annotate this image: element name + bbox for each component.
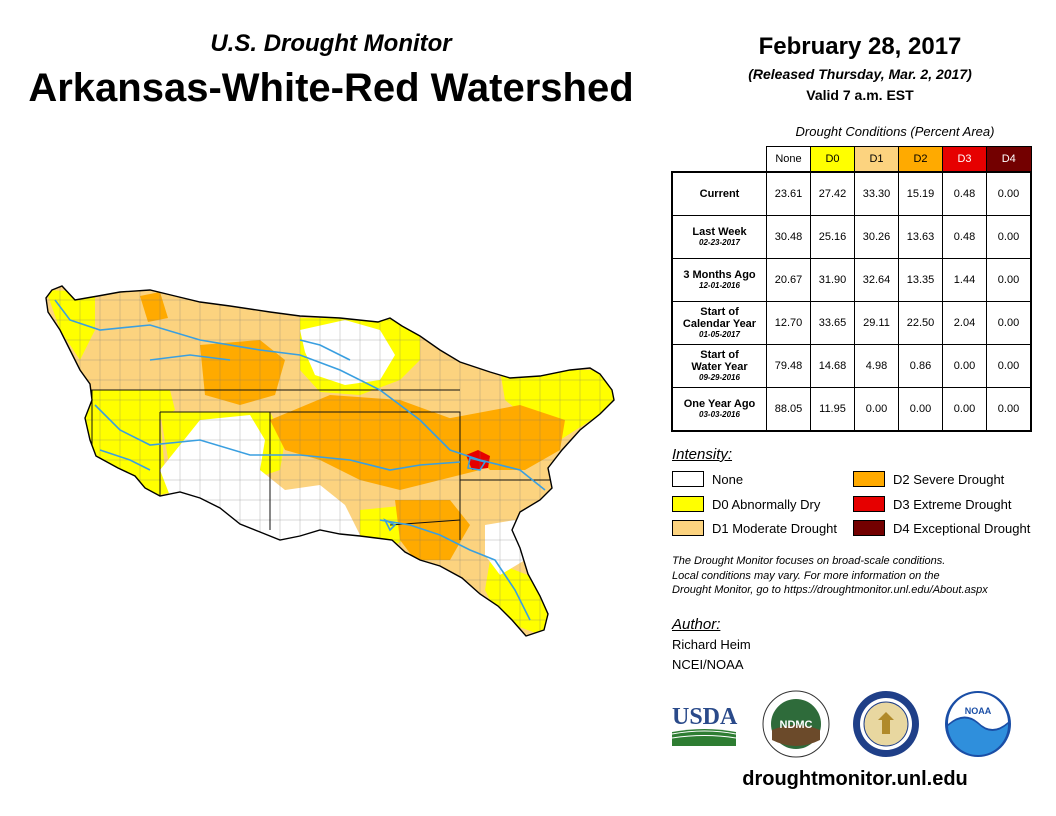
- website-url[interactable]: droughtmonitor.unl.edu: [742, 768, 968, 790]
- valid-time: Valid 7 a.m. EST: [806, 87, 914, 103]
- cell-d1: 0.00: [854, 387, 899, 432]
- legend-item-d1: D1 Moderate Drought: [672, 520, 837, 536]
- legend-swatch: [672, 471, 704, 487]
- col-d0: D0: [810, 146, 855, 173]
- legend-swatch: [853, 471, 885, 487]
- drought-conditions-table: None D0 D1 D2 D3 D4 Current 23.61 27.42 …: [671, 146, 1032, 432]
- d0-area-east: [500, 370, 614, 440]
- usda-logo: USDA: [671, 704, 738, 746]
- row-label: Current: [671, 171, 767, 216]
- cell-d3: 0.00: [942, 387, 987, 432]
- none-area-north: [300, 320, 395, 385]
- cell-d2: 13.35: [898, 258, 943, 302]
- map-date: February 28, 2017: [758, 33, 962, 60]
- cell-none: 23.61: [766, 171, 811, 216]
- cell-d4: 0.00: [986, 258, 1032, 302]
- row-label: 3 Months Ago 12-01-2016: [671, 258, 767, 302]
- legend-item-none: None: [672, 471, 743, 487]
- row-label: Start of Water Year 09-29-2016: [671, 344, 767, 388]
- rivers: [54, 299, 546, 621]
- legend-swatch: [672, 520, 704, 536]
- author-title: Author:: [672, 616, 721, 633]
- cell-d1: 33.30: [854, 171, 899, 216]
- legend-item-d3: D3 Extreme Drought: [853, 496, 1012, 512]
- cell-d2: 13.63: [898, 215, 943, 259]
- legend-swatch: [672, 496, 704, 512]
- d2-area-south: [395, 500, 470, 560]
- cell-d2: 15.19: [898, 171, 943, 216]
- legend-item-d2: D2 Severe Drought: [853, 471, 1004, 487]
- cell-d4: 0.00: [986, 344, 1032, 388]
- cell-d0: 14.68: [810, 344, 855, 388]
- author-name: Richard Heim: [672, 637, 751, 652]
- table-row-3-months-ago: 3 Months Ago 12-01-2016 20.67 31.90 32.64…: [671, 258, 1032, 302]
- cell-none: 20.67: [766, 258, 811, 302]
- cell-d4: 0.00: [986, 171, 1032, 216]
- release-date: (Released Thursday, Mar. 2, 2017): [748, 66, 972, 82]
- svg-text:NDMC: NDMC: [780, 719, 813, 731]
- legend-item-d0: D0 Abnormally Dry: [672, 496, 820, 512]
- cell-d3: 0.48: [942, 171, 987, 216]
- cell-d0: 33.65: [810, 301, 855, 345]
- d0-area-northwest: [46, 290, 95, 360]
- cell-d1: 29.11: [854, 301, 899, 345]
- col-d1: D1: [854, 146, 899, 173]
- col-d2: D2: [898, 146, 943, 173]
- svg-text:NOAA: NOAA: [965, 706, 992, 716]
- cell-d4: 0.00: [986, 387, 1032, 432]
- author-org: NCEI/NOAA: [672, 657, 744, 672]
- d2-area-east: [440, 405, 565, 470]
- table-row-one-year-ago: One Year Ago 03-03-2016 88.05 11.95 0.00 …: [671, 387, 1032, 432]
- cell-d3: 0.00: [942, 344, 987, 388]
- cell-d3: 2.04: [942, 301, 987, 345]
- cell-d0: 27.42: [810, 171, 855, 216]
- cell-d0: 31.90: [810, 258, 855, 302]
- row-label: Start of Calendar Year 01-05-2017: [671, 301, 767, 345]
- table-caption: Drought Conditions (Percent Area): [795, 124, 995, 139]
- table-row-start-water-year: Start of Water Year 09-29-2016 79.48 14.68…: [671, 344, 1032, 388]
- col-d3: D3: [942, 146, 987, 173]
- col-d4: D4: [986, 146, 1032, 173]
- cell-none: 79.48: [766, 344, 811, 388]
- cell-d2: 0.86: [898, 344, 943, 388]
- noaa-logo: NOAA: [945, 691, 1011, 757]
- d2-area-north: [200, 340, 285, 405]
- cell-d4: 0.00: [986, 215, 1032, 259]
- cell-d2: 22.50: [898, 301, 943, 345]
- legend-swatch: [853, 496, 885, 512]
- row-label: One Year Ago 03-03-2016: [671, 387, 767, 432]
- table-row-current: Current 23.61 27.42 33.30 15.19 0.48 0.0…: [671, 171, 1032, 216]
- d0-area-west: [46, 390, 180, 500]
- cell-d1: 4.98: [854, 344, 899, 388]
- col-none: None: [766, 146, 811, 173]
- cell-d2: 0.00: [898, 387, 943, 432]
- dept-commerce-seal: [853, 691, 919, 757]
- disclaimer-note: The Drought Monitor focuses on broad-sca…: [672, 555, 988, 596]
- svg-text:USDA: USDA: [672, 704, 738, 730]
- table-row-last-week: Last Week 02-23-2017 30.48 25.16 30.26 13…: [671, 215, 1032, 259]
- legend-item-d4: D4 Exceptional Drought: [853, 520, 1030, 536]
- cell-d1: 32.64: [854, 258, 899, 302]
- map-title: Arkansas-White-Red Watershed: [28, 66, 634, 110]
- cell-d4: 0.00: [986, 301, 1032, 345]
- row-label: Last Week 02-23-2017: [671, 215, 767, 259]
- watershed-border: [45, 285, 615, 637]
- cell-none: 12.70: [766, 301, 811, 345]
- cell-d3: 0.48: [942, 215, 987, 259]
- ndmc-logo: NDMC: [762, 690, 830, 758]
- legend-title: Intensity:: [672, 446, 733, 463]
- cell-d0: 25.16: [810, 215, 855, 259]
- legend-swatch: [853, 520, 885, 536]
- cell-none: 30.48: [766, 215, 811, 259]
- watershed-map: [45, 285, 615, 637]
- cell-d0: 11.95: [810, 387, 855, 432]
- cell-none: 88.05: [766, 387, 811, 432]
- d2-area-northwest-spot: [140, 292, 168, 322]
- table-row-start-calendar-year: Start of Calendar Year 01-05-2017 12.70 33…: [671, 301, 1032, 345]
- cell-d3: 1.44: [942, 258, 987, 302]
- map-subtitle: U.S. Drought Monitor: [210, 30, 452, 57]
- cell-d1: 30.26: [854, 215, 899, 259]
